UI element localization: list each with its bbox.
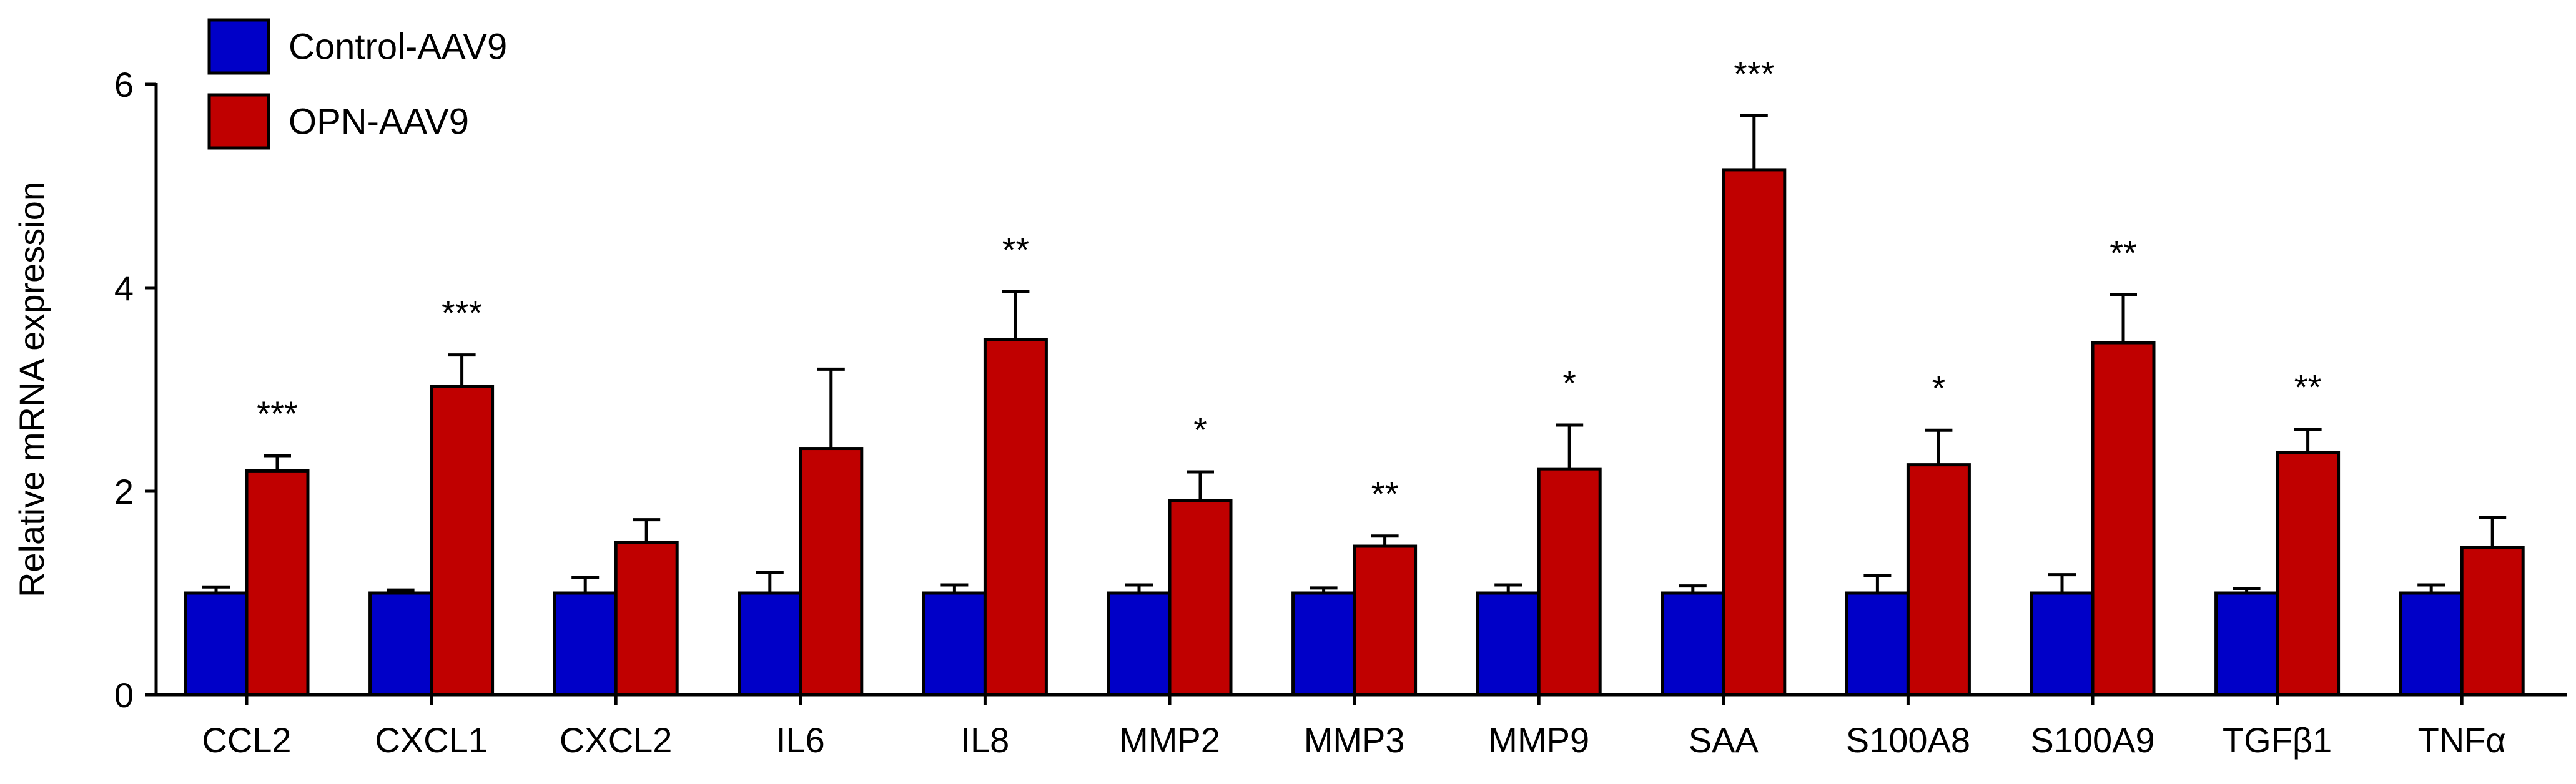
significance-marker: ** — [1002, 230, 1030, 270]
bar-opn — [1353, 544, 1418, 697]
category-label: IL8 — [960, 720, 1009, 760]
bar-control — [368, 591, 433, 697]
bar-control — [738, 591, 802, 697]
category-label: CCL2 — [202, 720, 291, 760]
category-label: TGFβ1 — [2223, 720, 2332, 760]
category-label: MMP2 — [1119, 720, 1220, 760]
category-label: CXCL1 — [375, 720, 488, 760]
bar-opn — [614, 541, 679, 697]
bar-opn — [1537, 467, 1602, 697]
bar-control — [553, 591, 618, 697]
bar-control — [1845, 591, 1910, 697]
significance-marker: ** — [2110, 233, 2137, 272]
category-label: MMP9 — [1488, 720, 1589, 760]
y-tick-label: 4 — [114, 268, 134, 308]
bar-control — [2399, 591, 2464, 697]
significance-marker: ** — [2294, 368, 2322, 407]
significance-marker: * — [1562, 363, 1576, 403]
y-tick-label: 6 — [114, 65, 134, 104]
bar-control — [1291, 591, 1356, 697]
category-label: SAA — [1689, 720, 1759, 760]
legend-swatch-opn — [207, 93, 270, 150]
bar-opn — [1168, 499, 1233, 697]
significance-marker: ** — [1371, 474, 1399, 514]
y-tick-label: 0 — [114, 675, 134, 715]
category-label: S100A8 — [1846, 720, 1970, 760]
category-label: MMP3 — [1304, 720, 1405, 760]
bar-control — [1661, 591, 1725, 697]
bar-opn — [983, 338, 1048, 697]
bar-opn — [1906, 463, 1971, 697]
bar-control — [1107, 591, 1172, 697]
bar-opn — [430, 385, 495, 697]
y-axis-title: Relative mRNA expression — [12, 182, 51, 597]
y-tick-label: 2 — [114, 472, 134, 511]
bar-control — [2214, 591, 2279, 697]
bar-control — [184, 591, 249, 697]
bar-opn — [2091, 341, 2156, 697]
bar-opn — [799, 447, 864, 697]
legend-label: OPN-AAV9 — [289, 102, 469, 142]
bar-opn — [2276, 451, 2341, 697]
significance-marker: *** — [257, 394, 297, 433]
significance-marker: * — [1932, 368, 1946, 408]
category-label: S100A9 — [2030, 720, 2154, 760]
category-label: CXCL2 — [560, 720, 673, 760]
bar-control — [2030, 591, 2095, 697]
bar-control — [922, 591, 987, 697]
legend-swatch-control — [207, 18, 270, 75]
bar-opn — [245, 469, 310, 697]
significance-marker: *** — [1734, 54, 1774, 94]
significance-marker: * — [1193, 410, 1207, 449]
bar-opn — [2460, 546, 2525, 697]
category-label: IL6 — [776, 720, 825, 760]
bar-opn — [1722, 168, 1787, 697]
bars — [184, 114, 2525, 697]
significance-marker: *** — [442, 293, 482, 333]
bar-control — [1476, 591, 1541, 697]
legend-label: Control-AAV9 — [289, 27, 507, 67]
legend: Control-AAV9 OPN-AAV9 — [207, 18, 507, 150]
category-label: TNFα — [2418, 720, 2506, 760]
